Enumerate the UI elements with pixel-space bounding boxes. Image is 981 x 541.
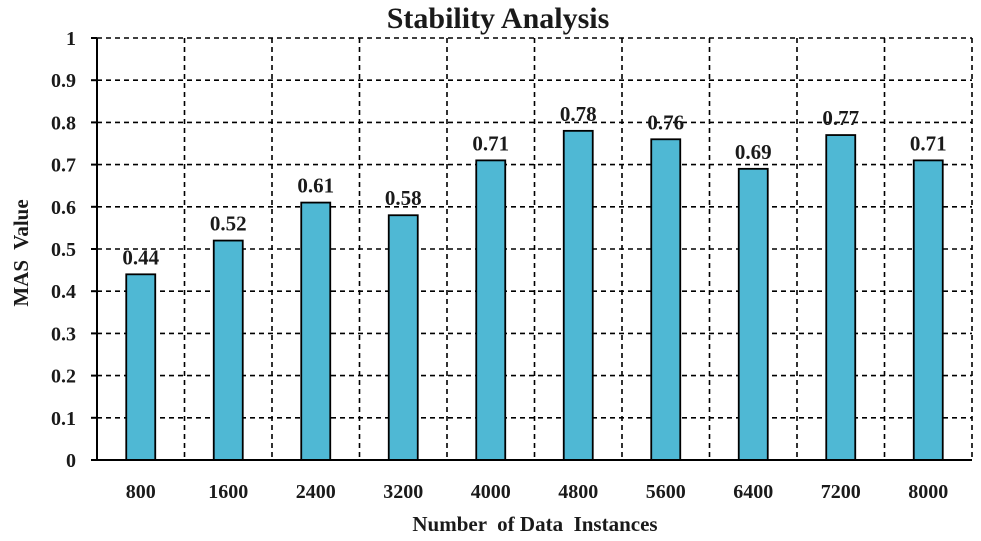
bar-4800	[562, 129, 594, 461]
bar-4000	[475, 159, 507, 461]
y-tick-label: 0	[66, 450, 76, 472]
data-label-1600: 0.52	[210, 212, 247, 236]
bar-8000	[912, 159, 944, 461]
y-tick-label: 0.7	[51, 155, 76, 177]
bar-2400	[300, 201, 332, 461]
y-tick-label: 0.3	[51, 323, 76, 345]
bar-1600	[212, 239, 244, 461]
bar-3200	[387, 214, 419, 461]
y-tick-label: 0.8	[51, 112, 76, 134]
data-label-4800: 0.78	[560, 102, 597, 126]
data-label-2400: 0.61	[297, 174, 334, 198]
bar-7200	[825, 134, 857, 461]
y-axis-label: MAS Value	[9, 199, 33, 306]
x-tick-label-3200: 3200	[383, 481, 423, 503]
x-tick-label-4800: 4800	[558, 481, 598, 503]
data-label-4000: 0.71	[472, 131, 509, 155]
x-axis-label: Number of Data Instances	[412, 512, 657, 536]
data-label-800: 0.44	[122, 245, 159, 269]
y-tick-label: 0.9	[51, 70, 76, 92]
x-tick-label-6400: 6400	[733, 481, 773, 503]
data-label-8000: 0.71	[910, 131, 947, 155]
x-tick-label-1600: 1600	[208, 481, 248, 503]
x-tick-label-2400: 2400	[296, 481, 336, 503]
data-labels: 0.44 0.52 0.61 0.58 0.71 0.78 0.76 0.69 0.77 0.71	[122, 102, 946, 269]
y-tick-label: 0.6	[51, 197, 76, 219]
bar-6400	[737, 167, 769, 461]
data-label-5600: 0.76	[647, 110, 684, 134]
x-tick-label-8000: 8000	[908, 481, 948, 503]
y-tick-label: 0.5	[51, 239, 76, 261]
data-label-7200: 0.77	[822, 106, 859, 130]
tick-labels: 0 0.1 0.2 0.3 0.4 0.5 0.6 0.7 0.8 0.9 1 800 1600 2400…	[51, 28, 948, 503]
x-tick-label-5600: 5600	[646, 481, 686, 503]
axes	[91, 37, 972, 461]
bar-800	[125, 273, 157, 461]
y-tick-label: 0.1	[51, 408, 76, 430]
data-label-3200: 0.58	[385, 186, 422, 210]
y-tick-label: 0.2	[51, 366, 76, 388]
x-tick-label-7200: 7200	[821, 481, 861, 503]
chart-title: Stability Analysis	[387, 2, 610, 35]
y-tick-label: 1	[66, 28, 76, 50]
data-label-6400: 0.69	[735, 140, 772, 164]
bars	[125, 129, 944, 461]
bar-5600	[650, 138, 682, 461]
x-tick-label-4000: 4000	[471, 481, 511, 503]
x-tick-label-800: 800	[126, 481, 156, 503]
y-tick-label: 0.4	[51, 281, 76, 303]
